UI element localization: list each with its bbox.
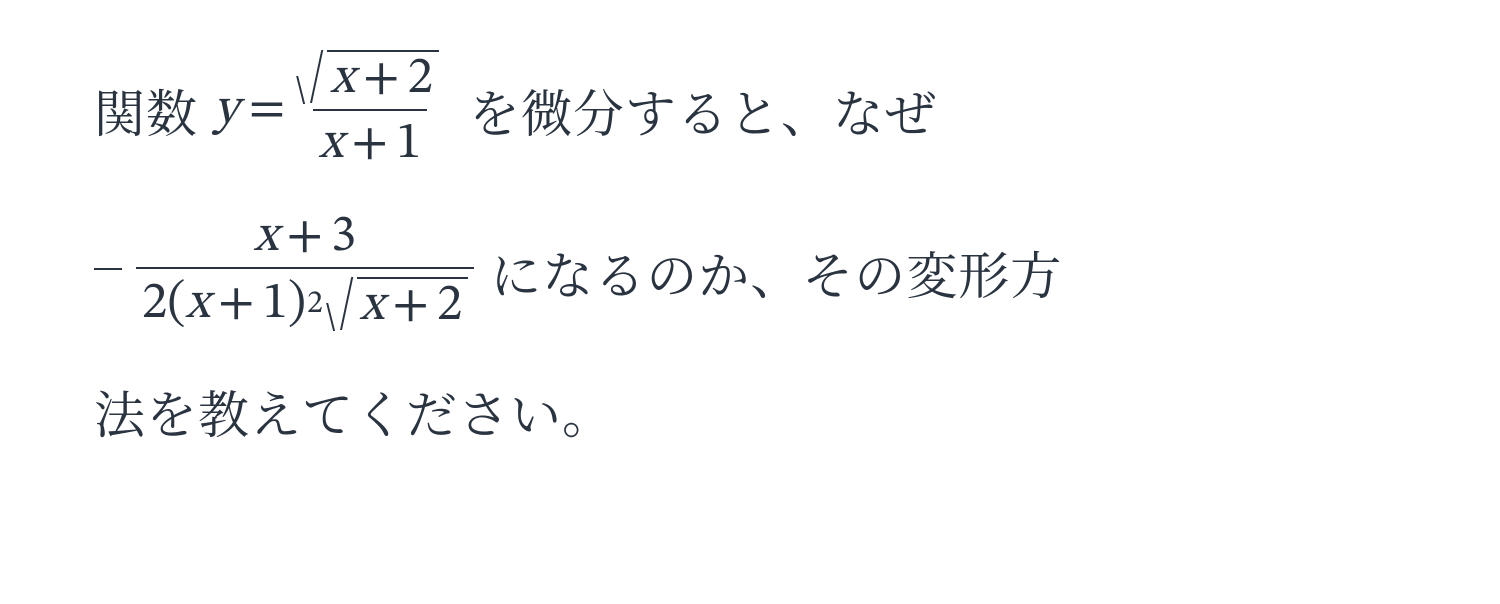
- minus-icon: [94, 268, 122, 270]
- math-plus: +: [392, 281, 429, 332]
- math-plus: +: [218, 279, 255, 330]
- math-sqrt-1: x + 2: [301, 50, 438, 105]
- math-var-y: y: [214, 85, 239, 136]
- text-become: になるのか、その変形方: [490, 247, 1062, 298]
- page: 関数 y = x + 2 x + 1 を微分すると、なぜ: [0, 0, 1500, 477]
- math-fraction-2-num: x + 3: [248, 208, 362, 267]
- math-fraction-1-num: x + 2: [295, 46, 444, 109]
- math-num-3: 3: [331, 212, 356, 263]
- math-lparen: (: [167, 279, 185, 330]
- radical-icon: [301, 50, 327, 105]
- math-rparen: ): [288, 279, 306, 330]
- math-var-x: x: [319, 119, 343, 170]
- math-plus: +: [286, 212, 323, 263]
- text-differentiate: を微分すると、なぜ: [469, 85, 937, 136]
- math-minus: [94, 247, 128, 298]
- math-fraction-1: x + 2 x + 1: [295, 46, 444, 174]
- math-fraction-2: x + 3 2 ( x + 1 ) 2 x + 2: [136, 208, 474, 336]
- radical-icon: [331, 277, 357, 332]
- math-var-x: x: [254, 212, 278, 263]
- line-3: 法を教えてください。: [94, 386, 1410, 437]
- math-num-1: 1: [263, 279, 288, 330]
- math-var-x: x: [185, 279, 209, 330]
- math-num-1: 1: [396, 119, 421, 170]
- math-plus: +: [351, 119, 388, 170]
- math-sup-2: 2: [307, 289, 323, 321]
- math-fraction-1-den: x + 1: [313, 109, 427, 174]
- math-fraction-2-den: 2 ( x + 1 ) 2 x + 2: [136, 267, 474, 336]
- text-function: 関数: [94, 85, 198, 136]
- math-plus: +: [363, 54, 400, 105]
- math-num-2: 2: [437, 281, 462, 332]
- math-num-2: 2: [408, 54, 433, 105]
- math-num-2: 2: [142, 279, 167, 330]
- line-1: 関数 y = x + 2 x + 1 を微分すると、なぜ: [94, 46, 1410, 174]
- line-2: x + 3 2 ( x + 1 ) 2 x + 2: [94, 208, 1410, 336]
- text-method: 法を教えてください。: [94, 386, 614, 437]
- math-sqrt-2: x + 2: [331, 277, 468, 332]
- math-eq: =: [239, 85, 296, 136]
